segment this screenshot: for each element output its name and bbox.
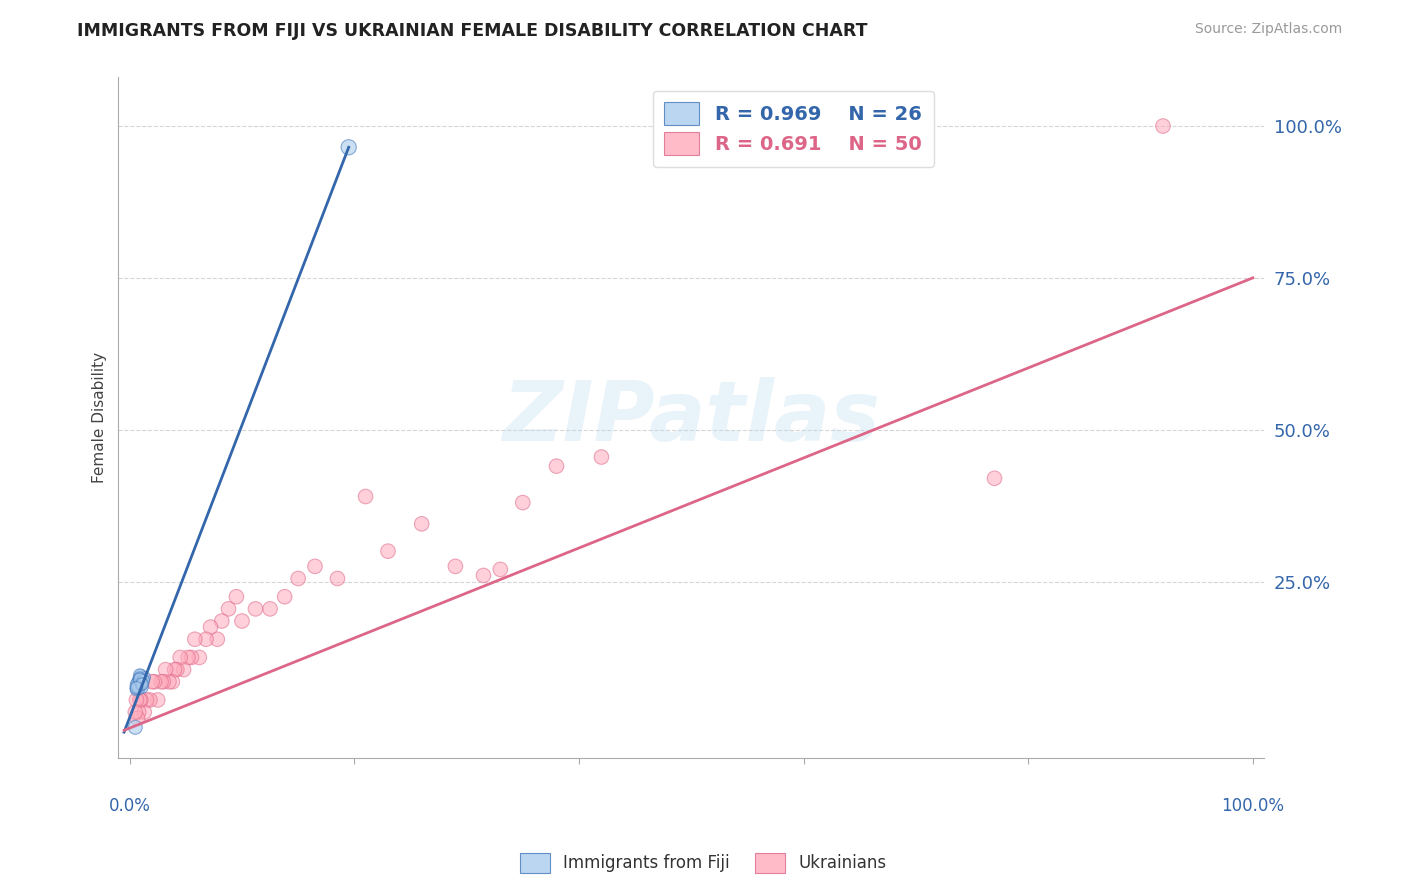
Text: Source: ZipAtlas.com: Source: ZipAtlas.com bbox=[1195, 22, 1343, 37]
Point bbox=[173, 663, 195, 677]
Point bbox=[127, 680, 149, 694]
Point bbox=[141, 674, 163, 689]
Point bbox=[125, 682, 148, 697]
Point bbox=[489, 562, 512, 576]
Point bbox=[177, 650, 200, 665]
Point bbox=[259, 602, 281, 616]
Point bbox=[337, 140, 360, 154]
Point bbox=[128, 673, 150, 687]
Point bbox=[155, 663, 177, 677]
Point bbox=[1152, 119, 1174, 133]
Point bbox=[444, 559, 467, 574]
Point bbox=[129, 693, 152, 707]
Point bbox=[124, 705, 146, 719]
Point bbox=[125, 681, 148, 695]
Legend: Immigrants from Fiji, Ukrainians: Immigrants from Fiji, Ukrainians bbox=[513, 847, 893, 880]
Point bbox=[163, 663, 186, 677]
Point bbox=[128, 671, 150, 685]
Point bbox=[245, 602, 267, 616]
Point bbox=[188, 650, 211, 665]
Point bbox=[546, 459, 568, 474]
Point bbox=[591, 450, 613, 464]
Point bbox=[134, 705, 156, 719]
Text: IMMIGRANTS FROM FIJI VS UKRAINIAN FEMALE DISABILITY CORRELATION CHART: IMMIGRANTS FROM FIJI VS UKRAINIAN FEMALE… bbox=[77, 22, 868, 40]
Point bbox=[125, 693, 148, 707]
Point bbox=[135, 693, 157, 707]
Point bbox=[162, 674, 184, 689]
Point bbox=[472, 568, 495, 582]
Point bbox=[125, 681, 148, 695]
Y-axis label: Female Disability: Female Disability bbox=[93, 352, 107, 483]
Point bbox=[128, 705, 150, 719]
Point bbox=[150, 674, 173, 689]
Point bbox=[125, 678, 148, 692]
Point bbox=[287, 572, 309, 586]
Point bbox=[128, 678, 150, 692]
Point bbox=[152, 674, 174, 689]
Point bbox=[132, 673, 155, 688]
Point bbox=[184, 632, 207, 647]
Point bbox=[127, 679, 149, 693]
Point bbox=[131, 676, 153, 690]
Point bbox=[124, 720, 146, 734]
Point bbox=[128, 678, 150, 692]
Point bbox=[128, 668, 150, 682]
Point bbox=[129, 676, 152, 690]
Point bbox=[169, 650, 191, 665]
Point bbox=[225, 590, 247, 604]
Point bbox=[166, 663, 188, 677]
Point bbox=[218, 602, 240, 616]
Point bbox=[131, 674, 153, 689]
Point bbox=[304, 559, 326, 574]
Point bbox=[127, 711, 149, 725]
Text: 100.0%: 100.0% bbox=[1222, 797, 1284, 814]
Point bbox=[211, 614, 233, 628]
Point bbox=[157, 674, 180, 689]
Point bbox=[207, 632, 229, 647]
Point bbox=[128, 674, 150, 689]
Point bbox=[377, 544, 399, 558]
Point bbox=[131, 677, 153, 691]
Point bbox=[200, 620, 222, 634]
Point bbox=[131, 680, 153, 694]
Point bbox=[512, 495, 534, 509]
Point bbox=[354, 490, 377, 504]
Point bbox=[231, 614, 253, 628]
Point bbox=[139, 693, 162, 707]
Point bbox=[143, 674, 166, 689]
Point bbox=[129, 668, 152, 682]
Point bbox=[129, 674, 152, 689]
Point bbox=[128, 673, 150, 687]
Point bbox=[983, 471, 1005, 485]
Point bbox=[195, 632, 218, 647]
Point bbox=[411, 516, 433, 531]
Point bbox=[273, 590, 295, 604]
Text: 0.0%: 0.0% bbox=[108, 797, 150, 814]
Text: ZIPatlas: ZIPatlas bbox=[502, 377, 880, 458]
Point bbox=[134, 671, 156, 685]
Legend: R = 0.969    N = 26, R = 0.691    N = 50: R = 0.969 N = 26, R = 0.691 N = 50 bbox=[652, 91, 934, 167]
Point bbox=[128, 693, 150, 707]
Point bbox=[127, 676, 149, 690]
Point bbox=[326, 572, 349, 586]
Point bbox=[132, 672, 155, 686]
Point bbox=[180, 650, 202, 665]
Point bbox=[128, 681, 150, 696]
Point bbox=[146, 693, 169, 707]
